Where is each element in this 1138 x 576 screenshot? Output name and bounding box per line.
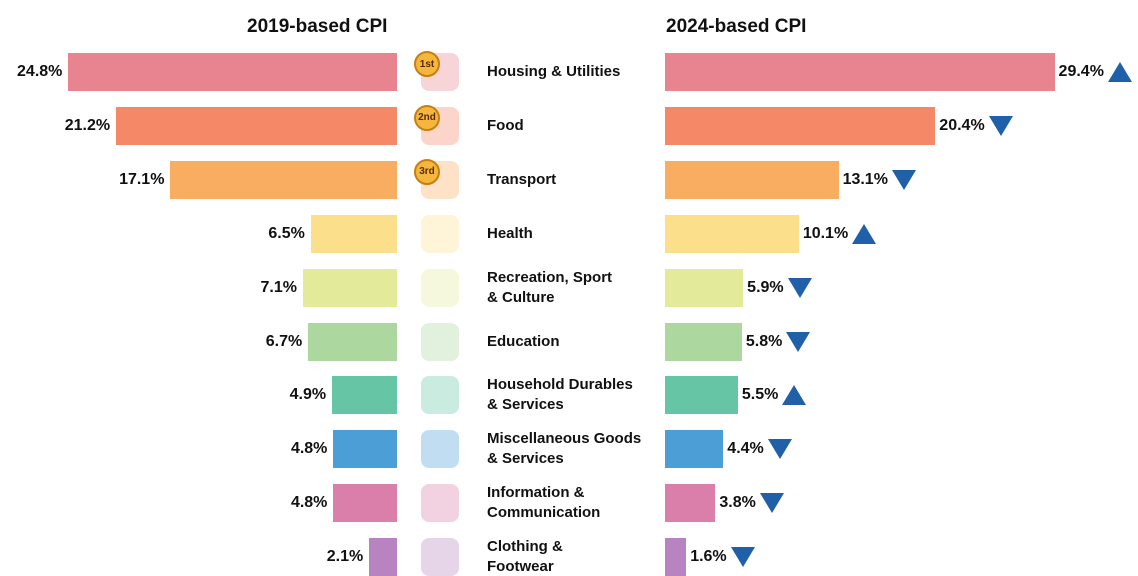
arrow-down xyxy=(891,169,916,190)
arrow-down xyxy=(759,493,784,514)
category-label: Miscellaneous Goods & Services xyxy=(487,430,642,468)
bar xyxy=(665,376,738,415)
arrow-down xyxy=(730,547,755,568)
category-icon xyxy=(421,430,459,469)
value-label: 4.4% xyxy=(727,440,764,458)
bar xyxy=(333,484,397,523)
change-arrow xyxy=(852,223,877,244)
category-label: Household Durables & Services xyxy=(487,376,633,414)
rank-badge: 3rd xyxy=(414,158,440,185)
value-label-group: 5.5% xyxy=(742,376,807,414)
category-icon xyxy=(421,322,459,361)
category-label: Housing & Utilities xyxy=(487,63,621,80)
category-label: Food xyxy=(487,116,524,134)
arrow-up xyxy=(782,385,807,406)
bar xyxy=(665,214,799,253)
category-icon xyxy=(421,268,459,307)
bar xyxy=(665,430,724,469)
value-label: 5.9% xyxy=(747,278,784,296)
category-icon xyxy=(421,538,459,576)
bar xyxy=(302,268,397,307)
value-label-group: 5.9% xyxy=(747,269,812,307)
category-label: Clothing & Footwear xyxy=(487,538,563,576)
arrow-up xyxy=(852,223,877,244)
value-label-group: 1.6% xyxy=(690,538,755,576)
value-label: 7.1% xyxy=(260,278,297,296)
left-title: 2019-based CPI xyxy=(247,16,388,37)
value-label-group: 3.8% xyxy=(719,484,784,522)
change-arrow xyxy=(730,547,755,568)
value-label: 24.8% xyxy=(17,63,63,80)
change-arrow xyxy=(786,331,811,352)
bar xyxy=(665,322,742,361)
value-label: 5.5% xyxy=(741,386,779,404)
value-label: 1.6% xyxy=(690,548,727,566)
bar xyxy=(369,538,397,576)
value-label: 13.1% xyxy=(842,170,888,188)
arrow-down xyxy=(786,331,811,352)
category-label: Health xyxy=(487,224,533,242)
bar xyxy=(665,106,936,145)
value-label: 3.8% xyxy=(719,494,756,512)
change-arrow xyxy=(1107,62,1132,82)
bar xyxy=(310,214,397,253)
value-label: 2.1% xyxy=(326,548,364,566)
category-label: Recreation, Sport & Culture xyxy=(487,268,613,306)
change-arrow xyxy=(767,439,792,460)
bar xyxy=(116,106,397,145)
change-arrow xyxy=(988,115,1013,136)
value-label: 4.9% xyxy=(289,386,327,404)
value-label-group: 4.4% xyxy=(727,430,792,468)
bar xyxy=(68,53,397,91)
value-label: 10.1% xyxy=(802,224,849,242)
value-label-group: 29.4% xyxy=(1059,53,1133,91)
value-label-group: 13.1% xyxy=(843,161,917,199)
value-label: 5.8% xyxy=(745,332,783,350)
value-label: 20.4% xyxy=(939,116,985,134)
bar xyxy=(170,160,397,199)
value-label: 21.2% xyxy=(64,116,111,134)
value-label: 6.7% xyxy=(265,332,303,350)
rank-badge: 1st xyxy=(414,51,440,77)
arrow-down xyxy=(988,115,1013,136)
value-label: 29.4% xyxy=(1058,63,1104,80)
category-icon xyxy=(421,484,459,523)
value-label: 4.8% xyxy=(290,494,328,512)
bar xyxy=(665,484,716,523)
bar xyxy=(665,53,1055,91)
rank-badge: 2nd xyxy=(414,104,440,131)
right-title: 2024-based CPI xyxy=(666,16,807,37)
bar xyxy=(665,160,839,199)
change-arrow xyxy=(759,493,784,514)
bar xyxy=(308,322,397,361)
change-arrow xyxy=(782,385,807,406)
arrow-down xyxy=(787,277,812,298)
bar xyxy=(333,430,397,469)
value-label-group: 10.1% xyxy=(803,215,877,253)
category-label: Transport xyxy=(487,170,557,188)
arrow-down xyxy=(767,439,792,460)
change-arrow xyxy=(891,169,916,190)
bar xyxy=(665,268,744,307)
category-label: Education xyxy=(487,332,560,350)
arrow-up xyxy=(1107,62,1132,82)
category-icon xyxy=(421,214,459,253)
category-icon xyxy=(421,376,459,415)
change-arrow xyxy=(787,277,812,298)
bar xyxy=(332,376,397,415)
bar xyxy=(665,538,687,576)
category-label: Information & Communication xyxy=(487,484,601,522)
value-label-group: 20.4% xyxy=(939,107,1013,145)
value-label-group: 5.8% xyxy=(746,323,811,361)
value-label: 17.1% xyxy=(119,170,165,188)
value-label: 4.8% xyxy=(290,440,328,458)
value-label: 6.5% xyxy=(268,224,305,242)
